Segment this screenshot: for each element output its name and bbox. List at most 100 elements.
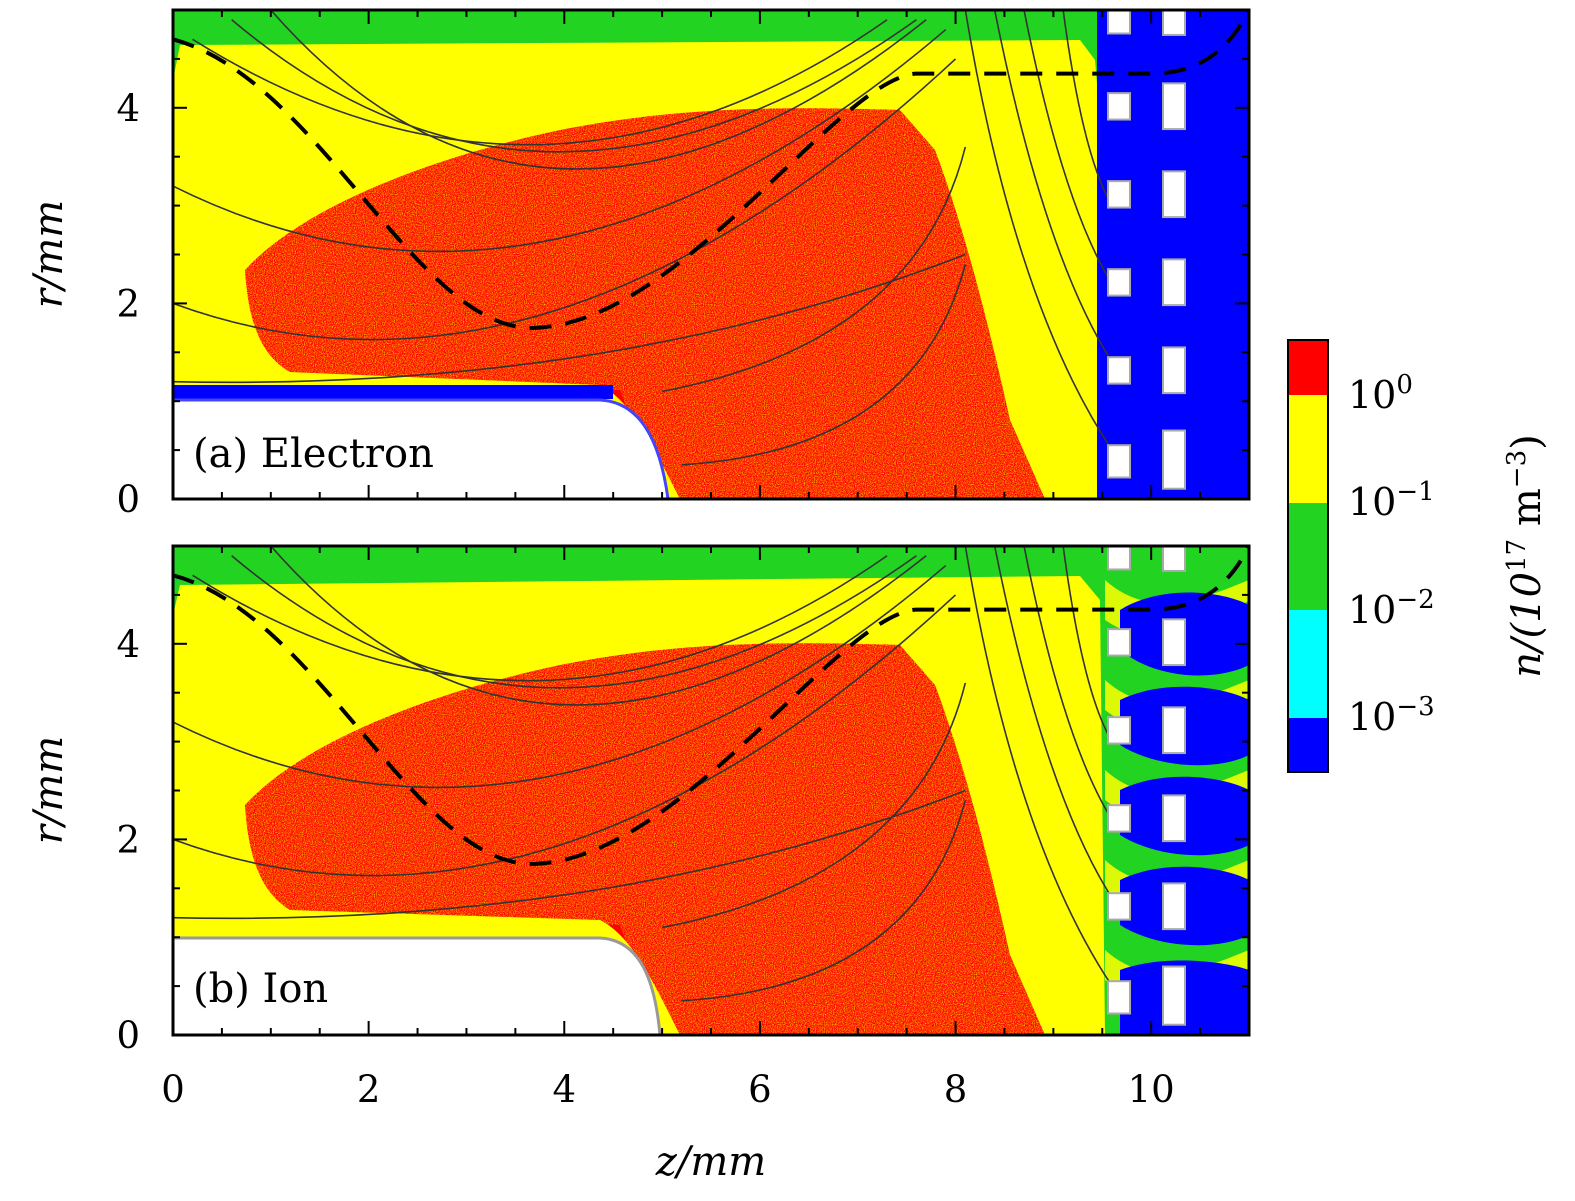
electrode-slit-2 [1162,794,1186,843]
field-line [172,564,947,789]
colorbar-level-yellow [1288,395,1328,503]
axis-ticks [172,9,1250,1036]
panel-b-label: (b) Ion [193,966,328,1012]
panel-a-label: (a) Electron [193,431,434,477]
electrode-slit-2 [1162,706,1186,755]
colorbar-tick-label: 100 [1348,370,1413,417]
field-line [192,19,888,146]
field-line [270,545,927,706]
colorbar-title-exp: 17 [1502,539,1532,572]
electrode-slit-1 [1107,356,1131,385]
boundary-contour [172,9,1251,330]
colorbar-tick-label: 10−1 [1348,477,1435,524]
y-tick-label: 2 [116,282,140,325]
y-tick-label: 0 [116,1014,140,1057]
overlays-electron [172,9,1251,490]
colorbar-title-prefix: n/(10 [1504,572,1550,678]
field-line [270,9,927,170]
electrode-slit-1 [1107,180,1131,209]
field-line [192,555,888,682]
electrode-slit-2 [1162,965,1186,1026]
blue-band-bottom [173,385,613,399]
field-line [172,58,957,341]
electrode-slit-2 [1162,258,1186,307]
electrode-slit-2 [1162,82,1186,131]
electrode-slit-1 [1107,892,1131,921]
colorbar-title: n/(1017 m−3) [1502,434,1550,677]
field-line [993,9,1113,363]
x-tick-label: 0 [161,1068,185,1111]
red-speckle [195,90,1060,499]
panel-ion [173,546,1249,1035]
field-line [1062,545,1113,743]
field-line [964,9,1113,451]
electrode-slit-1 [1107,804,1131,833]
colorbar-level-green [1288,503,1328,610]
electrode-slit-1 [1107,92,1131,121]
x-tick-label: 6 [748,1068,772,1111]
boundary-contour [172,545,1251,866]
electrode-slit-2 [1162,545,1186,572]
panel-electron [173,10,1249,499]
field-line [231,19,917,153]
electrode-slit-1 [1107,980,1131,1015]
colorbar-levels [1288,340,1328,772]
field-line [661,146,967,393]
field-line [172,28,947,253]
y-tick-label: 0 [116,478,140,521]
electrode-slit-1 [1107,545,1131,571]
electrode-slit-2 [1162,429,1186,490]
electrode-slit-1 [1107,716,1131,745]
electrode-slit-1 [1107,268,1131,297]
electrode-slit-2 [1162,9,1186,36]
y-axis-label-b: r/mm [26,736,72,844]
field-line [172,253,966,384]
field-line [1062,9,1113,207]
electrode-slit-2 [1162,882,1186,931]
y-tick-label: 4 [116,87,140,130]
y-tick-label: 4 [116,623,140,666]
colorbar-frame [1287,339,1329,773]
electrode-slit-2 [1162,170,1186,219]
colorbar-level-blue [1288,718,1328,772]
colorbar: 100 10−1 10−2 10−3 n/(1017 m−3) [1287,339,1550,773]
colorbar-title-suffix: ) [1504,434,1550,450]
colorbar-level-cyan [1288,610,1328,718]
electrode-slit-1 [1107,444,1131,479]
field-line [661,682,967,929]
red-speckle [195,625,1060,1035]
grid-electrodes [1107,9,1186,490]
colorbar-level-red [1288,340,1328,395]
electrode-slit-1 [1107,628,1131,657]
colorbar-tick-label: 10−2 [1348,585,1435,632]
x-tick-label: 4 [552,1068,576,1111]
field-line [681,800,967,1002]
colorbar-tick-labels: 100 10−1 10−2 10−3 [1348,370,1435,739]
field-line [964,545,1113,987]
field-line [172,789,966,920]
field-line [231,555,917,689]
x-tick-label: 2 [357,1068,381,1111]
field-lines [172,9,1113,466]
electrode-slit-2 [1162,346,1186,395]
electrode-slit-1 [1107,9,1131,35]
field-line [993,545,1113,899]
colorbar-tick-label: 10−3 [1348,692,1435,739]
x-axis-label: z/mm [655,1139,766,1185]
overlays-ion [172,545,1251,1026]
field-line [1023,9,1113,285]
colorbar-title-middle: m [1504,488,1550,539]
grid-electrodes [1107,545,1186,1026]
field-line [1023,545,1113,821]
electrode-slit-2 [1162,618,1186,667]
field-lines [172,545,1113,1002]
field-line [172,594,957,877]
field-line [681,264,967,466]
y-tick-label: 2 [116,818,140,861]
x-tick-label: 10 [1128,1068,1175,1111]
colorbar-title-exp2: −3 [1502,450,1532,488]
y-axis-label-a: r/mm [26,200,72,308]
x-tick-label: 8 [944,1068,968,1111]
